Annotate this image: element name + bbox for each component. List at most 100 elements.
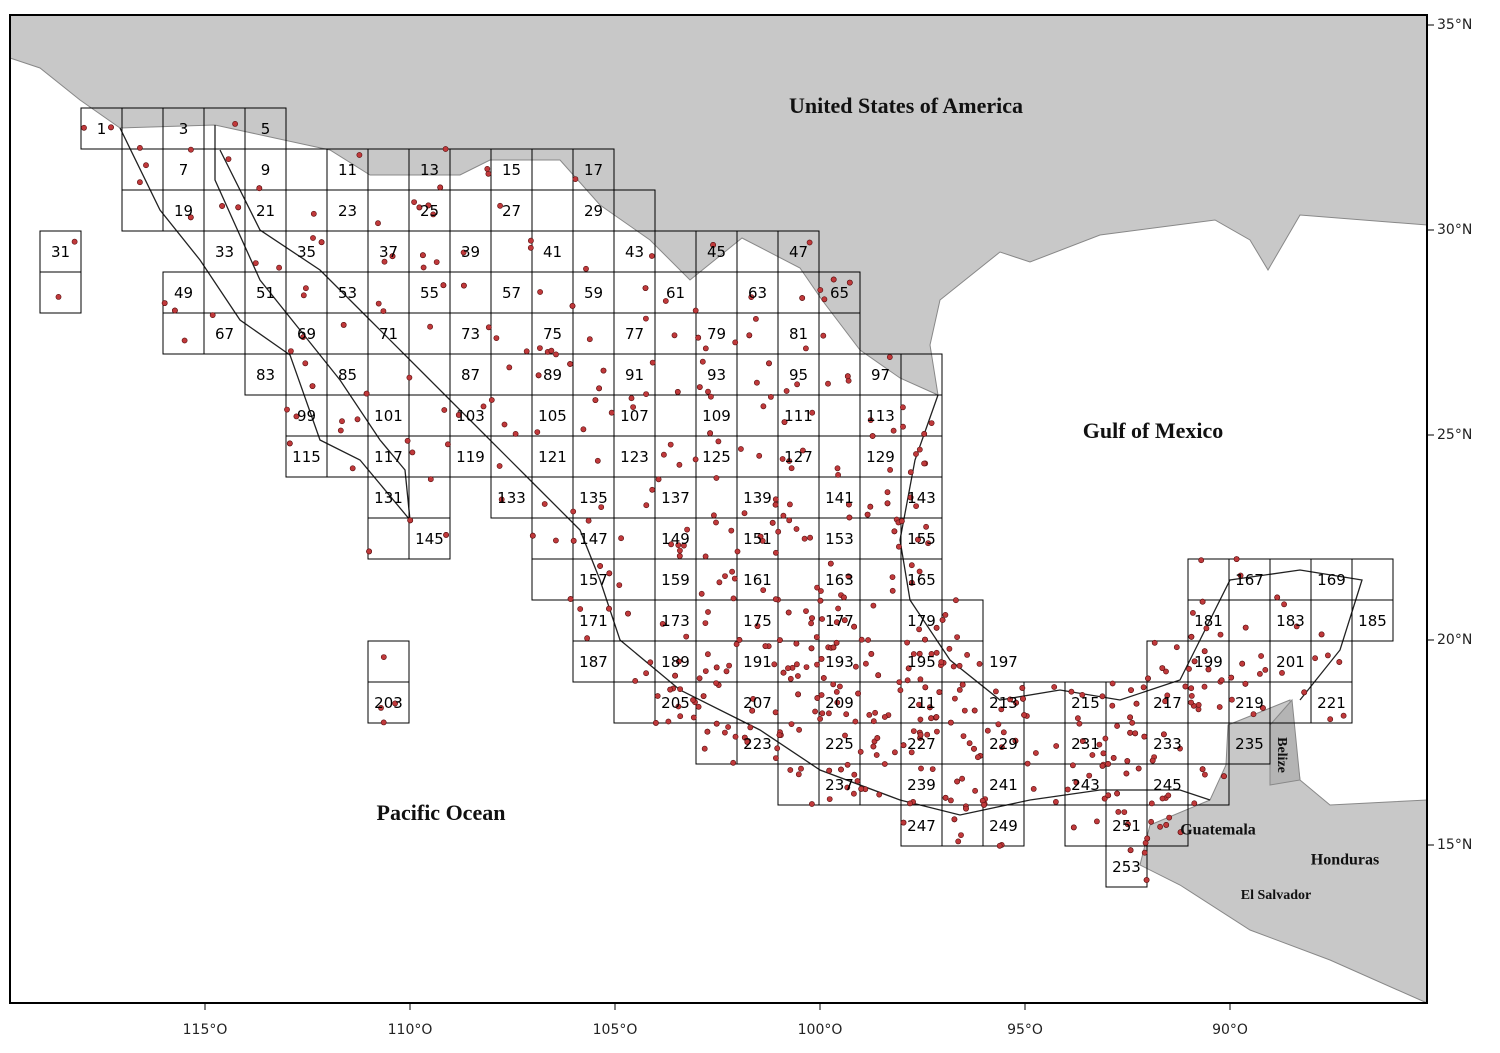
occurrence-dot — [598, 504, 605, 510]
occurrence-dot — [773, 549, 779, 556]
occurrence-dot — [818, 588, 824, 594]
cell-label: 69 — [297, 325, 316, 343]
occurrence-dot — [586, 336, 593, 343]
cell-label: 185 — [1358, 612, 1387, 630]
occurrence-dot — [569, 302, 576, 309]
occurrence-dot — [1157, 823, 1163, 830]
occurrence-dot — [642, 285, 649, 291]
occurrence-dot — [834, 465, 841, 472]
cell-label: 125 — [702, 448, 731, 466]
occurrence-dot — [300, 334, 306, 340]
grid-cell — [1187, 763, 1230, 806]
occurrence-dot — [900, 819, 907, 826]
occurrence-dot — [1000, 729, 1007, 736]
occurrence-dot — [825, 380, 831, 387]
occurrence-dot — [788, 721, 795, 727]
occurrence-dot — [891, 528, 898, 535]
occurrence-dot — [918, 765, 924, 772]
occurrence-dot — [819, 710, 826, 717]
occurrence-dot — [705, 388, 711, 395]
occurrence-dot — [1182, 683, 1189, 690]
occurrence-dot — [812, 708, 818, 715]
cell-label: 29 — [584, 202, 603, 220]
occurrence-dot — [915, 536, 921, 543]
cell-label: 7 — [179, 161, 189, 179]
occurrence-dot — [772, 496, 779, 503]
cell-label: 253 — [1112, 858, 1141, 876]
cell-label: 157 — [579, 571, 608, 589]
occurrence-dot — [722, 729, 728, 736]
cell-label: 163 — [825, 571, 854, 589]
grid-cell — [1351, 599, 1394, 642]
occurrence-dot — [1190, 610, 1196, 616]
cell-label: 75 — [543, 325, 562, 343]
occurrence-dot — [541, 501, 548, 507]
occurrence-dot — [181, 337, 188, 344]
occurrence-dot — [928, 715, 934, 722]
occurrence-dot — [772, 501, 779, 508]
cell-label: 133 — [497, 489, 526, 507]
occurrence-dot — [661, 451, 667, 458]
occurrence-dot — [529, 532, 536, 539]
occurrence-dot — [427, 476, 434, 483]
occurrence-dot — [715, 438, 722, 445]
occurrence-dot — [772, 709, 779, 716]
occurrence-dot — [798, 765, 804, 772]
occurrence-dot — [318, 239, 325, 246]
occurrence-dot — [407, 517, 414, 524]
occurrence-dot — [702, 668, 709, 674]
occurrence-dot — [841, 617, 848, 624]
occurrence-dot — [916, 446, 923, 453]
occurrence-dot — [803, 345, 809, 352]
occurrence-dot — [592, 397, 599, 403]
occurrence-dot — [1188, 693, 1195, 699]
cell-label: 79 — [707, 325, 726, 343]
occurrence-dot — [1089, 752, 1096, 758]
occurrence-dot — [925, 540, 931, 547]
occurrence-dot — [1177, 829, 1184, 836]
cell-label: 77 — [625, 325, 644, 343]
occurrence-dot — [924, 731, 931, 738]
cell-label: 89 — [543, 366, 562, 384]
occurrence-dot — [537, 289, 543, 295]
cell-label: 37 — [379, 243, 398, 261]
occurrence-dot — [1114, 723, 1120, 729]
occurrence-dot — [873, 752, 880, 758]
occurrence-dot — [916, 568, 923, 575]
cell-label: 231 — [1071, 735, 1100, 753]
occurrence-dot — [187, 214, 194, 221]
cell-label: 83 — [256, 366, 275, 384]
occurrence-dot — [725, 724, 731, 730]
cell-label: 217 — [1153, 694, 1182, 712]
occurrence-dot — [830, 644, 837, 651]
occurrence-dot — [773, 755, 779, 761]
occurrence-dot — [900, 423, 906, 430]
occurrence-dot — [1102, 735, 1109, 742]
occurrence-dot — [1109, 680, 1116, 687]
occurrence-dot — [209, 312, 216, 318]
occurrence-dot — [681, 542, 687, 549]
occurrence-dot — [1151, 639, 1158, 646]
occurrence-dot — [1125, 821, 1131, 828]
occurrence-dot — [1250, 711, 1257, 718]
cell-label: 101 — [374, 407, 403, 425]
occurrence-dot — [905, 665, 912, 672]
cell-label: 177 — [825, 612, 854, 630]
occurrence-dot — [1079, 692, 1086, 698]
occurrence-dot — [625, 610, 631, 617]
occurrence-dot — [1173, 644, 1180, 651]
occurrence-dot — [1199, 766, 1206, 773]
cell-label: 171 — [579, 612, 608, 630]
occurrence-dot — [964, 652, 970, 658]
cell-label: 27 — [502, 202, 521, 220]
occurrence-dot — [795, 771, 802, 778]
occurrence-dot — [809, 801, 815, 807]
occurrence-dot — [927, 704, 933, 711]
cell-label: 91 — [625, 366, 644, 384]
cell-label: 181 — [1194, 612, 1223, 630]
occurrence-dot — [71, 238, 78, 245]
occurrence-dot — [302, 285, 309, 292]
occurrence-dot — [497, 202, 503, 209]
occurrence-dot — [1129, 719, 1136, 726]
occurrence-dot — [963, 805, 969, 812]
